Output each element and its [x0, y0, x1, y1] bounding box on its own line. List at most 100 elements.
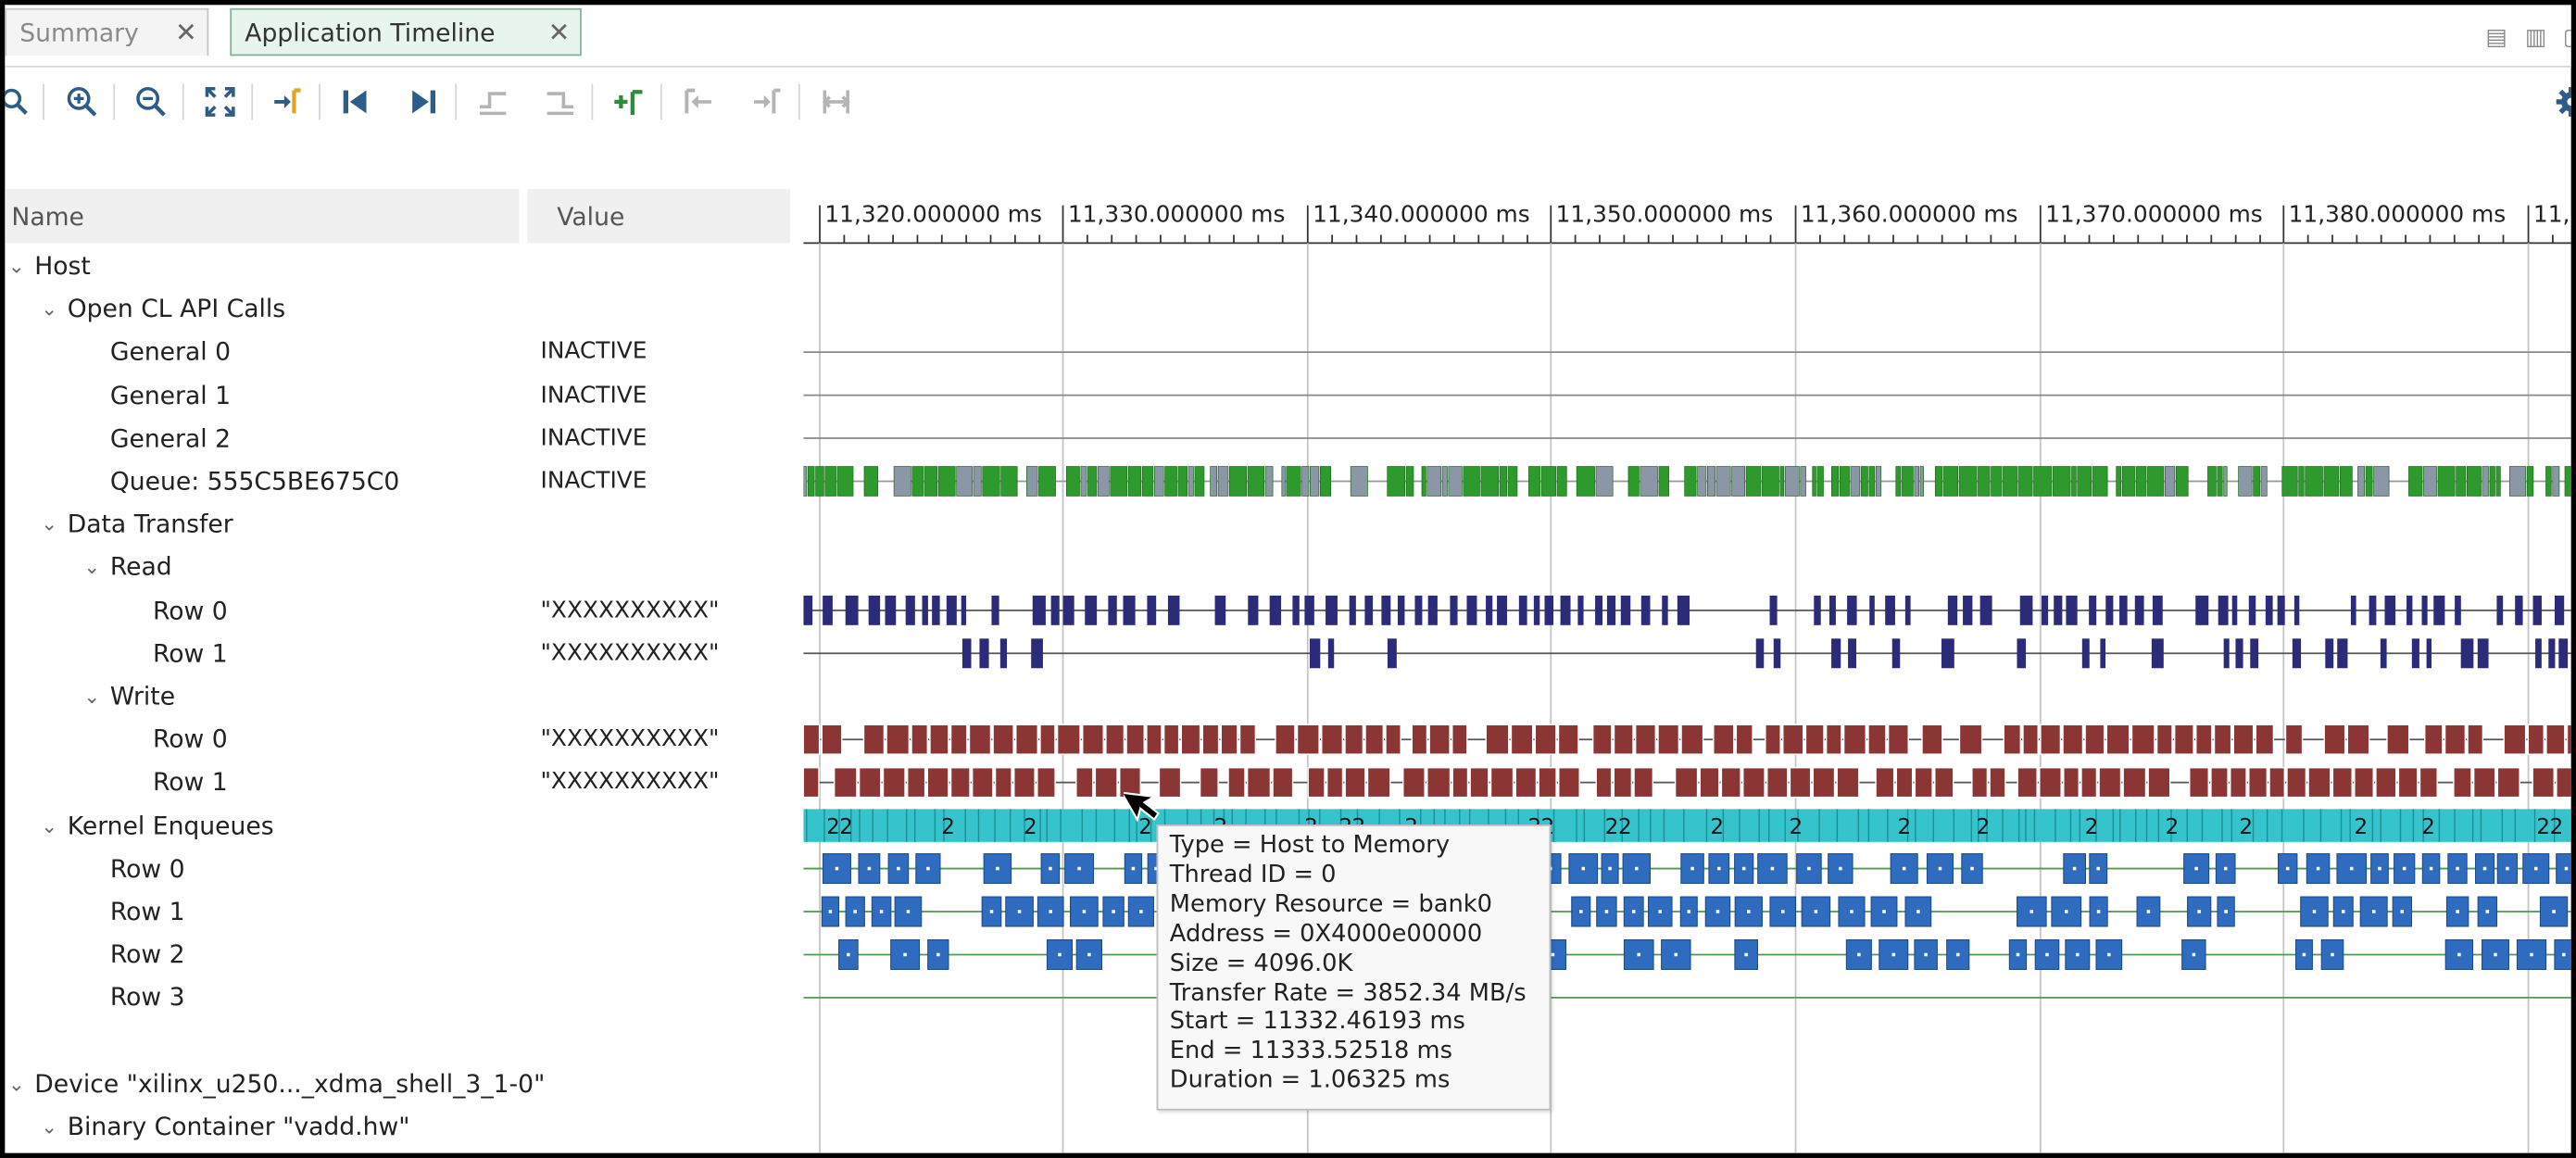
tree-row[interactable]: ⌄ Data Transfer: [5, 503, 232, 546]
tree-row[interactable]: Row 1: [5, 762, 228, 804]
queue-bar: [1850, 466, 1861, 497]
split-horizontal-icon[interactable]: ▤: [2485, 24, 2507, 51]
kernel-bar-dot: [1747, 910, 1751, 913]
close-icon[interactable]: ✕: [547, 16, 571, 48]
maximize-icon[interactable]: ▢: [2563, 25, 2571, 51]
tree-row[interactable]: ⌄ Write: [5, 675, 175, 718]
waveform-panel[interactable]: 2222222222222222222222222 11,320.000000 …: [803, 189, 2576, 1158]
write-bar: [1789, 766, 1812, 799]
tree-row[interactable]: Row 0: [5, 848, 185, 890]
settings-icon[interactable]: [2548, 81, 2571, 123]
transfer-bar: [1831, 638, 1841, 669]
kernel-bar-dot: [2072, 866, 2077, 871]
write-bar: [2532, 766, 2555, 799]
tree-row[interactable]: General 2: [5, 417, 231, 459]
tree-row[interactable]: Row 3: [5, 976, 185, 1019]
swap-cursors-icon[interactable]: [813, 81, 860, 123]
chevron-down-icon[interactable]: ⌄: [41, 512, 58, 536]
write-bar: [1713, 724, 1735, 755]
waveform-canvas[interactable]: 2222222222222222222222222: [803, 189, 2576, 1158]
value-column-header[interactable]: Value: [527, 188, 791, 244]
queue-bar: [1556, 466, 1567, 497]
chevron-down-icon[interactable]: ⌄: [41, 813, 58, 837]
transfer-bar: [1123, 595, 1136, 625]
tree-row[interactable]: Row 0: [5, 589, 228, 632]
queue-bar: [1914, 466, 1919, 497]
transfer-bar: [961, 595, 967, 625]
tab-application-timeline[interactable]: Application Timeline ✕: [230, 7, 582, 57]
queue-bar: [1595, 466, 1614, 497]
transfer-bar: [922, 595, 928, 625]
add-marker-icon[interactable]: [606, 81, 652, 123]
chevron-down-icon[interactable]: ⌄: [7, 1072, 25, 1096]
transfer-bar: [2337, 638, 2348, 669]
tree-row[interactable]: ⌄ Binary Container "vadd.hw": [5, 1105, 409, 1148]
transfer-bar: [1349, 595, 1356, 625]
name-column-header[interactable]: Name: [5, 188, 520, 244]
tree-row[interactable]: ⌄ Open CL API Calls: [5, 288, 285, 331]
queue-bar: [1991, 466, 2003, 497]
split-vertical-icon[interactable]: ▥: [2525, 24, 2547, 51]
write-bar: [1013, 766, 1036, 799]
previous-transition-icon[interactable]: [470, 81, 516, 123]
tree-row[interactable]: Queue: 555C5BE675C0: [5, 459, 399, 502]
write-bar: [1538, 766, 1557, 799]
queue-bar: [1026, 466, 1038, 497]
chevron-down-icon[interactable]: ⌄: [7, 254, 25, 278]
transfer-bar: [1947, 595, 1958, 625]
next-transition-icon[interactable]: [537, 81, 584, 123]
write-bar: [1766, 766, 1789, 799]
queue-bar: [1141, 466, 1154, 497]
write-bar: [2284, 724, 2304, 755]
chevron-down-icon[interactable]: ⌄: [83, 555, 101, 579]
next-marker-icon[interactable]: [744, 81, 790, 123]
tree-row[interactable]: Row 2: [5, 933, 185, 975]
tree-row[interactable]: ⌄ Device "xilinx_u250..._xdma_shell_3_1-0…: [5, 1063, 545, 1105]
tooltip-memory-resource: Memory Resource = bank0: [1169, 891, 1493, 918]
zoom-in-icon[interactable]: [59, 81, 106, 123]
search-icon[interactable]: [5, 81, 37, 123]
write-bar: [2323, 724, 2346, 755]
zoom-out-icon[interactable]: [128, 81, 174, 123]
tree-row[interactable]: ⌄ Read: [5, 546, 171, 588]
write-bar: [1469, 766, 1489, 799]
tree-row[interactable]: Row 1: [5, 890, 185, 933]
tree-row[interactable]: ⌄ Kernel Enqueues: [5, 804, 273, 847]
chevron-down-icon[interactable]: ⌄: [41, 1114, 58, 1139]
tab-summary[interactable]: Summary ✕: [5, 7, 209, 57]
tree-row[interactable]: Row 1: [5, 632, 228, 674]
write-bar: [971, 766, 994, 799]
queue-bar: [1860, 466, 1868, 497]
write-bar: [1296, 724, 1320, 755]
kernel-bar-dot: [2341, 910, 2345, 913]
zoom-fit-icon[interactable]: [197, 81, 244, 123]
tree-row[interactable]: ⌄ Host: [5, 245, 91, 287]
chevron-down-icon[interactable]: ⌄: [83, 685, 101, 709]
tree-row-label: Device "xilinx_u250..._xdma_shell_3_1-0": [34, 1068, 546, 1099]
go-to-start-icon[interactable]: [332, 81, 378, 123]
go-to-cursor-icon[interactable]: [265, 81, 311, 123]
ruler-tick-label: 11,330.000000 ms: [1067, 202, 1286, 229]
go-to-end-icon[interactable]: [401, 81, 447, 123]
tree-row[interactable]: General 0: [5, 331, 231, 373]
chevron-down-icon[interactable]: ⌄: [41, 297, 58, 321]
queue-bar: [1816, 466, 1824, 497]
kernel-marker-label: 2: [2536, 815, 2550, 839]
tree-row[interactable]: Row 0: [5, 718, 228, 761]
queue-bar: [1901, 466, 1914, 497]
kernel-marker-label: 2: [2421, 815, 2435, 839]
tree-row-label: Kernel Enqueues: [67, 811, 274, 841]
previous-marker-icon[interactable]: [675, 81, 722, 123]
tree-row[interactable]: General 1: [5, 374, 231, 417]
queue-bar: [1210, 466, 1218, 497]
queue-bar: [2564, 466, 2571, 497]
kernel-bar-dot: [2562, 952, 2566, 957]
write-bar: [1321, 724, 1344, 755]
write-bar: [833, 766, 858, 799]
queue-bar: [1087, 466, 1098, 497]
queue-bar: [1934, 466, 1942, 497]
write-bar: [2155, 724, 2173, 755]
tree-row[interactable]: [5, 1019, 34, 1062]
close-icon[interactable]: ✕: [175, 16, 197, 48]
transfer-bar: [2119, 595, 2128, 625]
